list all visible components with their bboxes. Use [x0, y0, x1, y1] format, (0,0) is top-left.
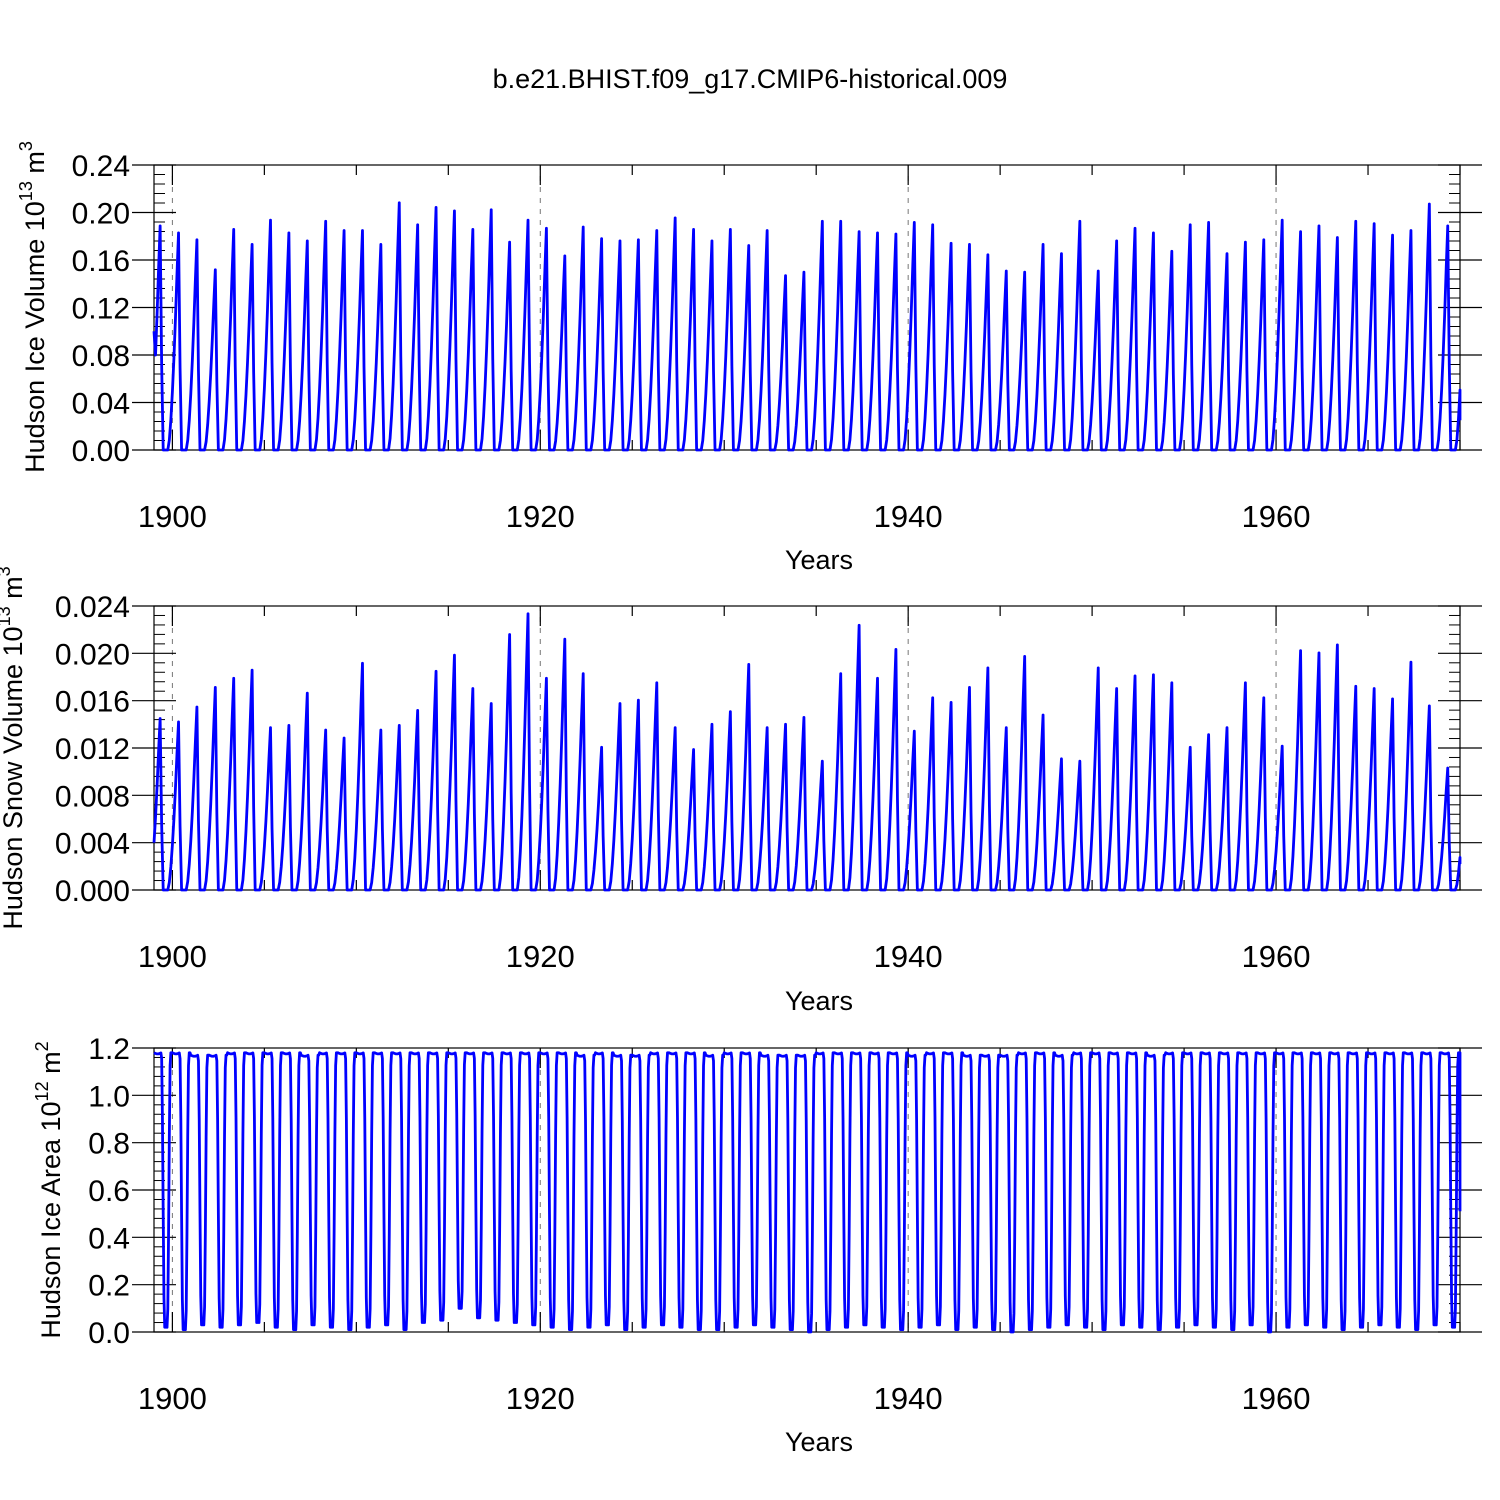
- y-axis-label: Hudson Ice Area 1012 m2: [32, 1041, 66, 1338]
- y-tick-label: 0.000: [55, 875, 130, 908]
- x-axis-label: Years: [785, 986, 853, 1016]
- chart-panel-2: 0.000 0.004 0.008 0.012 0.016 0.020 0.024 1900 1…: [0, 566, 1482, 1016]
- x-tick-label: 1900: [138, 939, 207, 974]
- y-tick-label: 0.4: [88, 1222, 130, 1255]
- y-axis-label: Hudson Ice Volume 1013 m3: [16, 141, 50, 473]
- y-tick-label: 0.0: [88, 1317, 130, 1350]
- y-axis-label-part-3: m: [0, 576, 28, 606]
- y-tick-label: 0.004: [55, 828, 130, 861]
- x-tick-label: 1940: [874, 499, 943, 534]
- x-tick-label: 1900: [138, 499, 207, 534]
- y-tick-label: 0.2: [88, 1270, 130, 1303]
- y-tick-label: 0.008: [55, 780, 130, 813]
- y-tick-label: 0.6: [88, 1175, 130, 1208]
- y-tick-label: 0.8: [88, 1128, 130, 1161]
- y-tick-label: 0.012: [55, 733, 130, 766]
- x-tick-label: 1960: [1242, 939, 1311, 974]
- page-title: b.e21.BHIST.f09_g17.CMIP6-historical.009: [492, 64, 1008, 94]
- y-tick-label: 0.08: [72, 340, 130, 373]
- x-axis-label: Years: [785, 1427, 853, 1457]
- y-tick-label: 0.20: [72, 198, 130, 231]
- y-axis-label-part-2: 13: [16, 181, 36, 201]
- y-axis-label-part-1: Hudson Snow Volume 10: [0, 626, 28, 929]
- y-axis-label-part-4: 3: [16, 141, 36, 151]
- y-axis-label-part-3: m: [20, 151, 50, 181]
- chart-panel-1: 0.00 0.04 0.08 0.12 0.16 0.20 0.24 1900 1920 1940…: [16, 141, 1482, 575]
- x-tick-label: 1960: [1242, 1381, 1311, 1416]
- y-tick-label: 0.12: [72, 293, 130, 326]
- y-axis-label-part-4: 3: [0, 566, 14, 576]
- y-tick-label: 0.24: [72, 150, 130, 183]
- x-tick-label: 1920: [506, 939, 575, 974]
- y-tick-label: 1.2: [88, 1033, 130, 1066]
- x-tick-label: 1920: [506, 1381, 575, 1416]
- series-line-2: [152, 612, 1462, 892]
- y-tick-label: 0.016: [55, 686, 130, 719]
- y-axis-label-part-1: Hudson Ice Area 10: [36, 1101, 66, 1338]
- y-tick-label: 0.00: [72, 435, 130, 468]
- series-line-1: [152, 201, 1462, 452]
- y-axis-label-part-2: 13: [0, 606, 14, 626]
- y-axis-label-part-3: m: [36, 1051, 66, 1081]
- x-tick-label: 1960: [1242, 499, 1311, 534]
- chart-panel-3: 0.0 0.2 0.4 0.6 0.8 1.0 1.2 1900 1920 1940 1960 Yea…: [32, 1033, 1482, 1457]
- x-axis-label: Years: [785, 545, 853, 575]
- y-axis-label-part-4: 2: [32, 1041, 52, 1051]
- y-tick-label: 0.04: [72, 388, 130, 421]
- y-axis-label: Hudson Snow Volume 1013 m3: [0, 566, 28, 929]
- x-tick-label: 1940: [874, 939, 943, 974]
- x-tick-label: 1940: [874, 1381, 943, 1416]
- x-tick-label: 1920: [506, 499, 575, 534]
- x-tick-label: 1900: [138, 1381, 207, 1416]
- y-tick-label: 0.16: [72, 245, 130, 278]
- series-line-3: [153, 1051, 1462, 1334]
- y-tick-label: 0.020: [55, 638, 130, 671]
- y-tick-label: 0.024: [55, 591, 130, 624]
- y-axis-label-part-2: 12: [32, 1081, 52, 1101]
- y-tick-label: 1.0: [88, 1080, 130, 1113]
- y-axis-label-part-1: Hudson Ice Volume 10: [20, 201, 50, 473]
